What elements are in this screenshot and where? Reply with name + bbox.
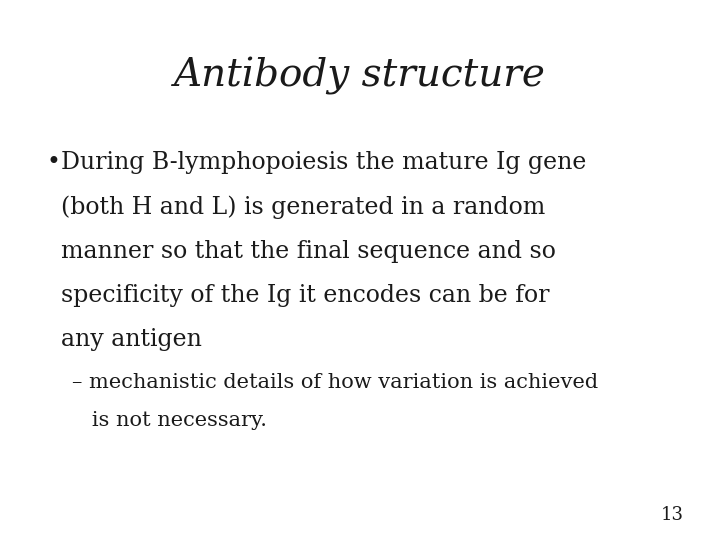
Text: is not necessary.: is not necessary. bbox=[72, 411, 267, 430]
Text: During B-lymphopoiesis the mature Ig gene: During B-lymphopoiesis the mature Ig gen… bbox=[61, 151, 587, 174]
Text: (both H and L) is generated in a random: (both H and L) is generated in a random bbox=[61, 195, 546, 219]
Text: any antigen: any antigen bbox=[61, 328, 202, 352]
Text: 13: 13 bbox=[661, 506, 684, 524]
Text: Antibody structure: Antibody structure bbox=[174, 57, 546, 94]
Text: •: • bbox=[47, 151, 60, 174]
Text: – mechanistic details of how variation is achieved: – mechanistic details of how variation i… bbox=[72, 373, 598, 392]
Text: specificity of the Ig it encodes can be for: specificity of the Ig it encodes can be … bbox=[61, 284, 549, 307]
Text: manner so that the final sequence and so: manner so that the final sequence and so bbox=[61, 240, 556, 263]
